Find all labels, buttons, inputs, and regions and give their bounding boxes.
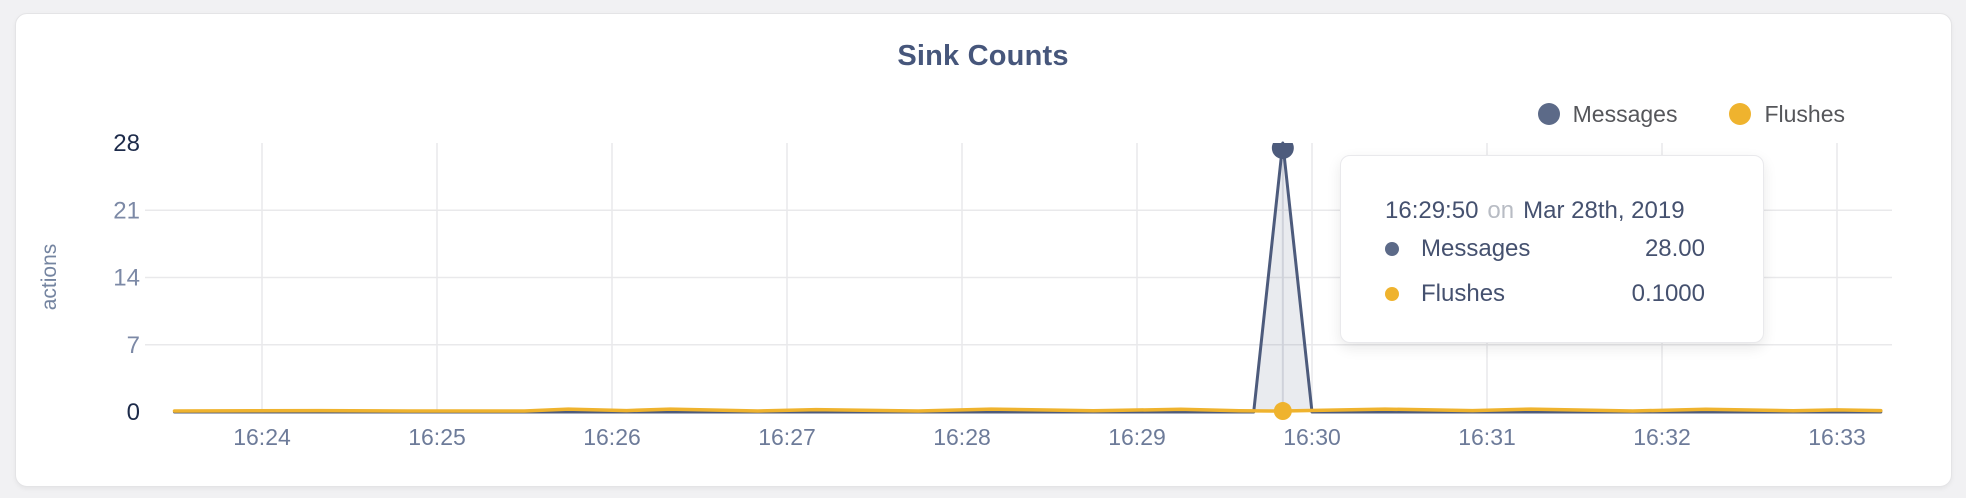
y-tick-label: 7 [127,332,140,359]
y-tick-label: 21 [113,197,140,224]
tooltip-row-flushes: Flushes 0.1000 [1385,271,1705,316]
x-tick-label: 16:32 [1633,424,1691,450]
y-tick-label: 0 [127,399,140,426]
tooltip-label-flushes: Flushes [1421,279,1506,307]
messages-marker-dot[interactable] [1271,137,1294,159]
x-tick-label: 16:27 [758,424,816,450]
x-tick-label: 16:26 [583,424,641,450]
y-tick-labels: 0 7 14 21 28 [113,130,140,426]
tooltip-row-messages: Messages 28.00 [1385,226,1705,271]
legend: Messages Flushes [1537,100,1845,128]
x-tick-labels: 16:24 16:25 16:26 16:27 16:28 16:29 16:30 16:31… [233,424,1866,450]
x-tick-label: 16:25 [408,424,466,450]
x-tick-label: 16:29 [1108,424,1166,450]
legend-item-messages[interactable]: Messages [1537,100,1678,128]
x-tick-label: 16:28 [933,424,991,450]
y-tick-label: 14 [113,265,140,292]
messages-dot-icon [1537,103,1560,125]
y-tick-label: 28 [113,130,140,157]
chart-title: Sink Counts [897,40,1069,72]
flushes-line[interactable] [172,407,1883,413]
tooltip-time: 16:29:50 [1385,197,1479,224]
tooltip-value-messages: 28.00 [1644,234,1705,262]
tooltip-value-flushes: 0.1000 [1631,279,1705,307]
x-tick-label: 16:24 [233,424,291,450]
legend-label-flushes: Flushes [1764,100,1845,127]
x-tick-label: 16:33 [1808,424,1866,450]
tooltip-title: 16:29:50 on Mar 28th, 2019 [1385,196,1705,226]
flushes-dot-icon [1385,286,1399,301]
tooltip-separator: on [1487,197,1515,224]
y-axis-title: actions [38,244,61,311]
x-tick-label: 16:30 [1283,424,1341,450]
messages-dot-icon [1385,241,1399,256]
flushes-marker-dot[interactable] [1273,402,1292,421]
tooltip-label-messages: Messages [1421,234,1531,262]
legend-item-flushes[interactable]: Flushes [1729,101,1845,128]
x-tick-label: 16:31 [1458,424,1516,450]
tooltip-date: Mar 28th, 2019 [1523,197,1685,224]
flushes-dot-icon [1729,103,1752,125]
legend-label-messages: Messages [1572,100,1678,127]
tooltip: 16:29:50 on Mar 28th, 2019 Messages 28.0… [1340,155,1764,343]
